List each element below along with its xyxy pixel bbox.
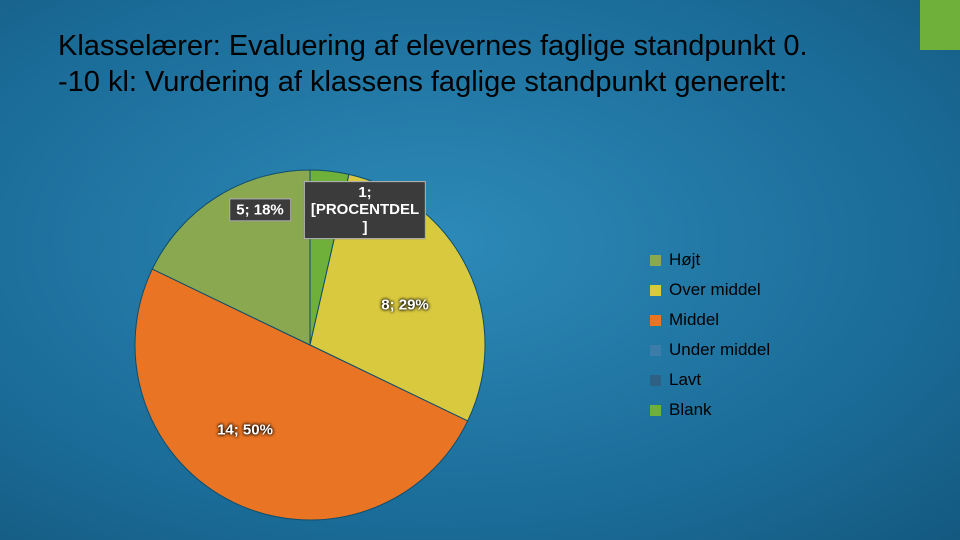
legend-item: Over middel — [650, 280, 770, 300]
legend-label: Højt — [669, 250, 700, 270]
slice-label-hojt: 5; 18% — [229, 198, 291, 221]
legend-swatch — [650, 285, 661, 296]
legend-swatch — [650, 345, 661, 356]
legend-swatch — [650, 255, 661, 266]
legend: Højt Over middel Middel Under middel Lavt Bla… — [650, 250, 770, 420]
corner-accent — [920, 0, 960, 50]
slice-label-over_middel: 8; 29% — [381, 296, 429, 313]
slide: Klasselærer: Evaluering af elevernes fag… — [0, 0, 960, 540]
slice-label-blank: 1; [PROCENTDEL ] — [304, 181, 426, 239]
legend-swatch — [650, 375, 661, 386]
legend-item: Blank — [650, 400, 770, 420]
legend-label: Blank — [669, 400, 712, 420]
slice-label-middel: 14; 50% — [217, 421, 273, 438]
legend-item: Under middel — [650, 340, 770, 360]
legend-swatch — [650, 315, 661, 326]
legend-swatch — [650, 405, 661, 416]
legend-label: Under middel — [669, 340, 770, 360]
legend-label: Lavt — [669, 370, 701, 390]
legend-label: Over middel — [669, 280, 761, 300]
legend-label: Middel — [669, 310, 719, 330]
legend-item: Middel — [650, 310, 770, 330]
legend-item: Højt — [650, 250, 770, 270]
legend-item: Lavt — [650, 370, 770, 390]
page-title: Klasselærer: Evaluering af elevernes fag… — [58, 28, 818, 101]
pie-chart: 1; [PROCENTDEL ] 8; 29% 14; 50% 5; 18% — [130, 170, 490, 530]
